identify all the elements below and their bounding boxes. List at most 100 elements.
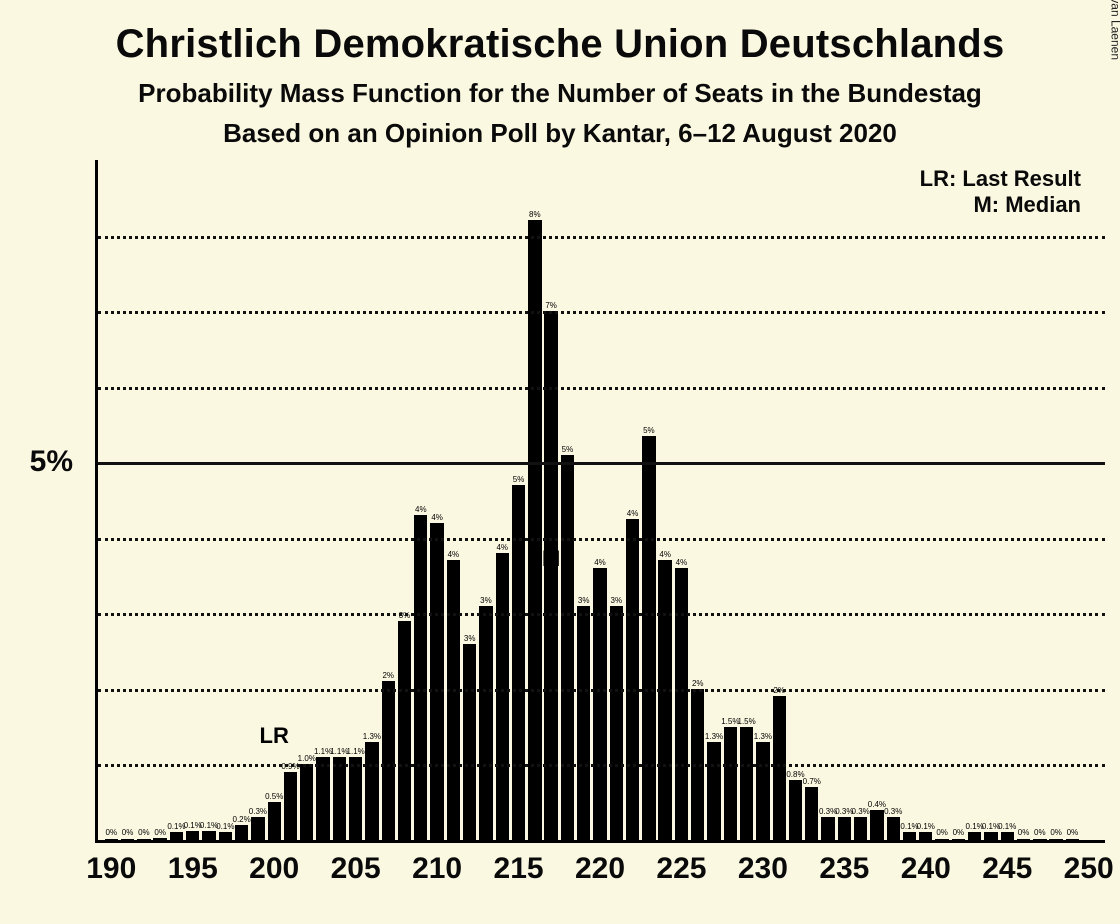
x-axis-tick: 250 <box>1064 852 1114 886</box>
bar <box>1033 839 1046 841</box>
bar <box>463 644 476 840</box>
bar-value-label: 0% <box>106 828 118 837</box>
bar-value-label: 0% <box>122 828 134 837</box>
bar-value-label: 5% <box>562 445 574 454</box>
x-axis-tick: 235 <box>819 852 869 886</box>
gridline <box>98 311 1105 314</box>
bar-value-label: 0.5% <box>265 792 283 801</box>
gridline <box>98 236 1105 239</box>
chart-subtitle-1: Probability Mass Function for the Number… <box>0 78 1120 109</box>
bar-value-label: 4% <box>496 543 508 552</box>
bars-container: 0%0%0%0%0.1%0.1%0.1%0.1%0.2%0.3%0.5%0.9%… <box>95 160 1105 840</box>
bar-value-label: 2% <box>692 679 704 688</box>
bar <box>593 568 606 840</box>
bar <box>186 831 199 840</box>
bar <box>105 839 118 841</box>
bar-value-label: 1.3% <box>363 732 381 741</box>
bar-value-label: 0% <box>953 828 965 837</box>
bar-value-label: 4% <box>659 550 671 559</box>
bar-value-label: 0% <box>1018 828 1030 837</box>
bar <box>202 831 215 840</box>
x-axis-tick: 205 <box>331 852 381 886</box>
bar <box>854 817 867 840</box>
chart-subtitle-2: Based on an Opinion Poll by Kantar, 6–12… <box>0 118 1120 149</box>
bar <box>153 838 166 840</box>
gridline <box>98 764 1105 767</box>
bar <box>1049 839 1062 841</box>
bar <box>887 817 900 840</box>
bar <box>577 606 590 840</box>
bar <box>935 839 948 841</box>
bar-value-label: 5% <box>513 475 525 484</box>
x-axis-tick: 245 <box>982 852 1032 886</box>
bar <box>984 832 997 840</box>
bar-value-label: 7% <box>545 301 557 310</box>
bar <box>479 606 492 840</box>
bar <box>382 681 395 840</box>
bar <box>903 832 916 840</box>
bar <box>1017 839 1030 841</box>
marker-lr: LR <box>260 723 289 749</box>
bar <box>1001 832 1014 840</box>
bar-value-label: 0.3% <box>884 807 902 816</box>
bar-value-label: 1.3% <box>705 732 723 741</box>
marker-m: M <box>542 546 560 572</box>
bar <box>919 832 932 840</box>
bar <box>870 810 883 840</box>
bar-value-label: 4% <box>676 558 688 567</box>
bar <box>610 606 623 840</box>
bar-value-label: 0.1% <box>917 822 935 831</box>
gridline <box>98 538 1105 541</box>
x-axis-tick: 210 <box>412 852 462 886</box>
bar-value-label: 5% <box>643 426 655 435</box>
bar <box>284 772 297 840</box>
bar <box>300 764 313 840</box>
bar <box>496 553 509 840</box>
bar-value-label: 4% <box>415 505 427 514</box>
bar <box>447 560 460 840</box>
bar <box>398 621 411 840</box>
bar <box>365 742 378 840</box>
bar-value-label: 0% <box>936 828 948 837</box>
x-axis-tick: 225 <box>656 852 706 886</box>
bar <box>561 455 574 840</box>
bar <box>838 817 851 840</box>
bar <box>773 696 786 840</box>
chart-page: Christlich Demokratische Union Deutschla… <box>0 0 1120 924</box>
copyright-text: © 2021 Filip van Laenen <box>1108 0 1120 60</box>
gridline <box>98 462 1105 465</box>
bar <box>952 839 965 841</box>
bar-value-label: 4% <box>627 509 639 518</box>
bar-value-label: 1.5% <box>737 717 755 726</box>
bar <box>121 839 134 841</box>
bar <box>333 757 346 840</box>
gridline <box>98 387 1105 390</box>
bar-value-label: 1.1% <box>347 747 365 756</box>
bar <box>414 515 427 840</box>
bar <box>219 832 232 840</box>
bar <box>268 802 281 840</box>
bar <box>316 757 329 840</box>
bar-value-label: 2% <box>382 671 394 680</box>
bar-value-label: 4% <box>448 550 460 559</box>
bar <box>707 742 720 840</box>
x-axis-line <box>95 840 1105 843</box>
x-axis-tick: 220 <box>575 852 625 886</box>
bar <box>544 311 557 840</box>
bar <box>675 568 688 840</box>
bar-value-label: 3% <box>480 596 492 605</box>
bar-value-label: 0% <box>138 828 150 837</box>
bar <box>968 832 981 840</box>
bar <box>658 560 671 840</box>
bar-value-label: 8% <box>529 210 541 219</box>
bar <box>170 832 183 840</box>
bar-value-label: 0.7% <box>803 777 821 786</box>
plot-area: LR: Last Result M: Median 0%0%0%0%0.1%0.… <box>95 160 1105 840</box>
bar-value-label: 0% <box>1050 828 1062 837</box>
bar-value-label: 0% <box>1067 828 1079 837</box>
x-axis-tick: 190 <box>86 852 136 886</box>
bar <box>349 757 362 840</box>
bar <box>626 519 639 840</box>
x-axis-tick: 230 <box>738 852 788 886</box>
gridline <box>98 689 1105 692</box>
